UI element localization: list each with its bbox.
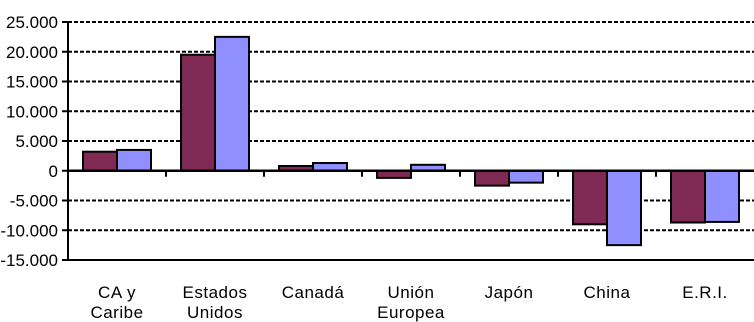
- y-tick-labels: 25.000 20.000 15.000 10.000 5.000 0 -5.000 -10.…: [0, 13, 58, 270]
- y-tick-label: -10.000: [0, 221, 58, 240]
- y-tick-label: 25.000: [6, 13, 58, 32]
- y-tick-label: 0: [49, 162, 58, 181]
- x-category-label-line: E.R.I.: [682, 283, 728, 302]
- x-category-label-line: CA y: [98, 283, 136, 302]
- x-category-label-line: Unión: [388, 283, 435, 302]
- y-tick-label: 20.000: [6, 43, 58, 62]
- axes: [62, 21, 754, 261]
- bar: [214, 35, 250, 172]
- x-category-labels: CA y Caribe Estados Unidos Canadá Unión Europe…: [90, 283, 727, 322]
- x-category-label-line: China: [584, 283, 631, 302]
- bar: [572, 169, 608, 226]
- bar: [116, 148, 152, 172]
- y-tick-label: -5.000: [10, 192, 58, 211]
- x-category-label-line: Unidos: [187, 303, 243, 322]
- bar: [82, 150, 118, 172]
- bar: [606, 169, 642, 247]
- x-category-label: Estados Unidos: [183, 283, 248, 322]
- bar: [704, 169, 740, 223]
- x-category-label-line: Europea: [377, 303, 445, 322]
- y-tick-label: 10.000: [6, 102, 58, 121]
- x-category-label: Japón: [485, 283, 534, 302]
- x-category-label: Canadá: [282, 283, 345, 302]
- x-category-label: China: [584, 283, 631, 302]
- bar: [180, 53, 216, 172]
- x-category-label: E.R.I.: [682, 283, 728, 302]
- bars: [82, 35, 740, 247]
- bar: [474, 169, 510, 187]
- grid-lines: [68, 21, 754, 261]
- y-tick-label: 15.000: [6, 73, 58, 92]
- x-category-label: CA y Caribe: [90, 283, 143, 322]
- x-category-label-line: Estados: [183, 283, 248, 302]
- y-tick-label: -15.000: [0, 251, 58, 270]
- bar: [670, 169, 706, 224]
- x-category-label-line: Canadá: [282, 283, 345, 302]
- bar: [508, 169, 544, 184]
- x-category-label-line: Japón: [485, 283, 534, 302]
- x-category-label: Unión Europea: [377, 283, 445, 322]
- x-category-label-line: Caribe: [90, 303, 143, 322]
- y-tick-label: 5.000: [15, 132, 58, 151]
